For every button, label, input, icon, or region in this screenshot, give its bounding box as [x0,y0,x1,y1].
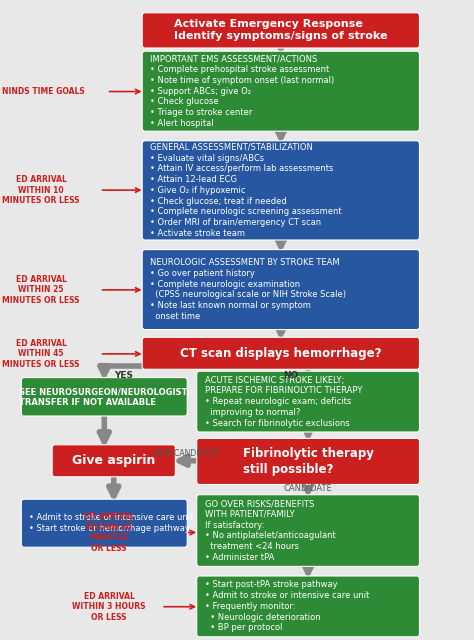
Text: ED ARRIVAL
WITHIN 10
MINUTES OR LESS: ED ARRIVAL WITHIN 10 MINUTES OR LESS [2,175,80,205]
Text: NON-CANDIDATE: NON-CANDIDATE [154,449,219,458]
FancyBboxPatch shape [21,499,187,547]
Text: IMPORTANT EMS ASSESSMENT/ACTIONS
• Complete prehospital stroke assessment
• Note: IMPORTANT EMS ASSESSMENT/ACTIONS • Compl… [150,54,335,128]
Text: • Admit to stroke or intensive care unit
• Start stroke or hemorrhage pathway: • Admit to stroke or intensive care unit… [29,513,194,533]
Text: SEE NEUROSURGEON/NEUROLOGIST;
TRANSFER IF NOT AVAILABLE: SEE NEUROSURGEON/NEUROLOGIST; TRANSFER I… [18,387,190,406]
Text: GENERAL ASSESSMENT/STABILIZATION
• Evaluate vital signs/ABCs
• Attain IV access/: GENERAL ASSESSMENT/STABILIZATION • Evalu… [150,143,342,238]
FancyBboxPatch shape [21,378,187,416]
FancyBboxPatch shape [52,445,175,477]
FancyBboxPatch shape [142,51,419,131]
FancyBboxPatch shape [197,371,419,432]
FancyBboxPatch shape [142,141,419,240]
FancyBboxPatch shape [142,250,419,330]
Text: CT scan displays hemorrhage?: CT scan displays hemorrhage? [180,347,382,360]
Text: Give aspirin: Give aspirin [72,454,155,467]
Text: ED ARRIVAL
WITHIN 60
MINUTES
OR LESS: ED ARRIVAL WITHIN 60 MINUTES OR LESS [83,513,135,552]
Text: NINDS TIME GOALS: NINDS TIME GOALS [2,87,85,96]
Text: Activate Emergency Response
Identify symptoms/signs of stroke: Activate Emergency Response Identify sym… [174,19,388,42]
Text: • Start post-tPA stroke pathway
• Admit to stroke or intensive care unit
• Frequ: • Start post-tPA stroke pathway • Admit … [205,580,369,632]
FancyBboxPatch shape [142,337,419,369]
Text: GO OVER RISKS/BENEFITS
WITH PATIENT/FAMILY
If satisfactory:
• No antiplatelet/an: GO OVER RISKS/BENEFITS WITH PATIENT/FAMI… [205,499,336,562]
FancyBboxPatch shape [142,13,419,48]
Text: Fibrinolytic therapy
still possible?: Fibrinolytic therapy still possible? [243,447,374,476]
Text: ED ARRIVAL
WITHIN 3 HOURS
OR LESS: ED ARRIVAL WITHIN 3 HOURS OR LESS [72,592,146,621]
Text: NEUROLOGIC ASSESSMENT BY STROKE TEAM
• Go over patient history
• Complete neurol: NEUROLOGIC ASSESSMENT BY STROKE TEAM • G… [150,258,346,321]
FancyBboxPatch shape [197,495,419,566]
Text: YES: YES [114,371,133,380]
Text: ED ARRIVAL
WITHIN 25
MINUTES OR LESS: ED ARRIVAL WITHIN 25 MINUTES OR LESS [2,275,80,305]
Text: NO: NO [283,371,299,380]
Text: CANDIDATE: CANDIDATE [284,484,332,493]
FancyBboxPatch shape [197,438,419,484]
Text: ED ARRIVAL
WITHIN 45
MINUTES OR LESS: ED ARRIVAL WITHIN 45 MINUTES OR LESS [2,339,80,369]
Text: ACUTE ISCHEMIC STROKE LIKELY;
PREPARE FOR FIBRINOLYTIC THERAPY
• Repeat neurolog: ACUTE ISCHEMIC STROKE LIKELY; PREPARE FO… [205,376,362,428]
FancyBboxPatch shape [197,576,419,637]
